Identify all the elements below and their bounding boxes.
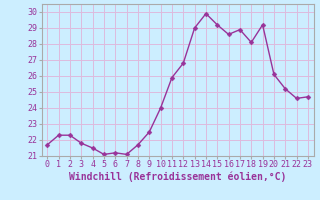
- X-axis label: Windchill (Refroidissement éolien,°C): Windchill (Refroidissement éolien,°C): [69, 172, 286, 182]
